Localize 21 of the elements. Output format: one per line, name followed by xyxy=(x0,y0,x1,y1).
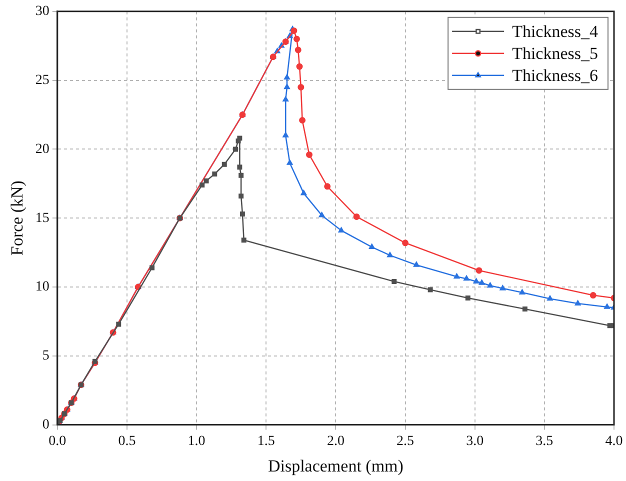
y-tick-label: 10 xyxy=(35,280,50,295)
x-tick-label: 0.0 xyxy=(48,434,66,449)
x-tick-label: 0.5 xyxy=(118,434,136,449)
x-tick-label: 1.5 xyxy=(257,434,275,449)
legend-label: Thickness_6 xyxy=(512,66,598,85)
x-tick-label: 3.5 xyxy=(536,434,554,449)
y-tick-label: 30 xyxy=(35,4,50,20)
x-tick-label: 3.0 xyxy=(466,434,484,449)
y-tick-label: 15 xyxy=(35,210,50,226)
y-tick-label: 0 xyxy=(42,417,50,432)
y-tick-label: 20 xyxy=(35,142,50,157)
x-tick-label: 2.5 xyxy=(396,434,414,449)
x-tick-label: 4.0 xyxy=(605,434,623,449)
x-tick-label: 2.0 xyxy=(326,434,344,449)
legend-label: Thickness_5 xyxy=(512,44,598,63)
legend-label: Thickness_4 xyxy=(512,22,598,41)
x-axis-title: Displacement (mm) xyxy=(268,456,404,476)
y-tick-label: 25 xyxy=(35,72,50,88)
y-tick-label: 5 xyxy=(42,348,50,364)
y-axis-title: Force (kN) xyxy=(8,180,27,256)
x-tick-label: 1.0 xyxy=(188,434,206,449)
